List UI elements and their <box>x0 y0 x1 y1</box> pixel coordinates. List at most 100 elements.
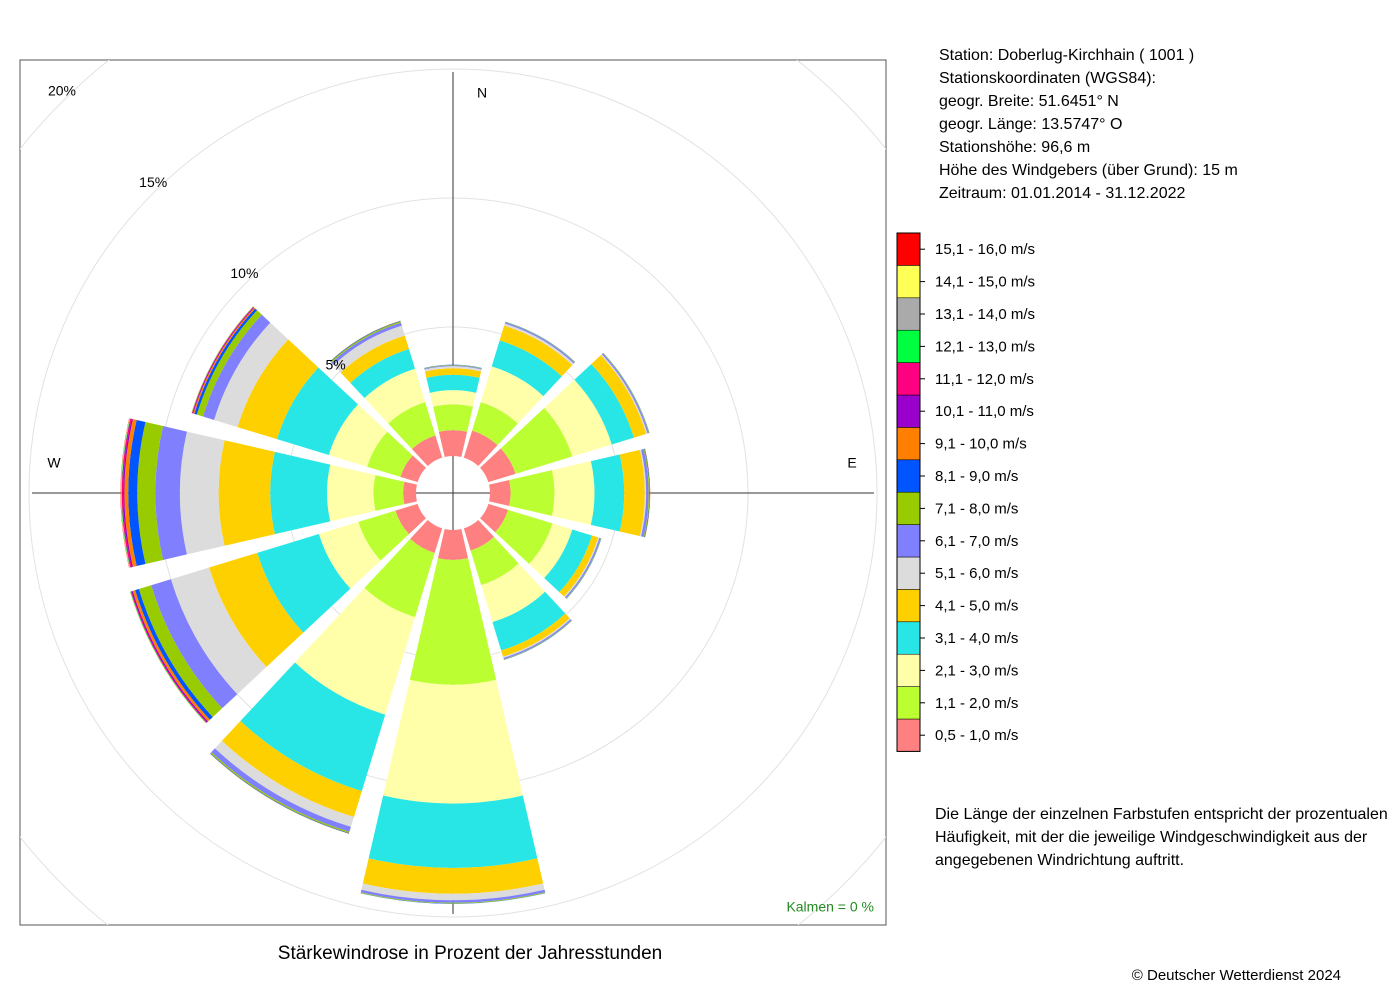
wind-segment <box>491 340 562 397</box>
wind-segment <box>489 480 511 506</box>
wind-segment <box>410 520 443 554</box>
legend-swatch <box>896 491 921 525</box>
wind-segment <box>135 589 213 720</box>
wind-segment <box>480 448 516 483</box>
wind-segment <box>123 418 133 568</box>
wind-segment <box>574 363 634 445</box>
legend-label: 5,1 - 6,0 m/s <box>935 565 1018 582</box>
legend-label: 1,1 - 2,0 m/s <box>935 695 1018 712</box>
legend-frame <box>896 232 921 752</box>
legend-swatch <box>896 427 921 461</box>
legend-label: 15,1 - 16,0 m/s <box>935 241 1035 258</box>
wind-segment <box>424 364 482 369</box>
wind-segment <box>426 374 480 393</box>
wind-segment <box>214 322 289 428</box>
wind-segment <box>437 529 469 560</box>
wind-segment <box>424 364 482 369</box>
wind-segment <box>639 449 647 537</box>
wind-segment <box>383 679 523 804</box>
legend-swatch <box>896 329 921 363</box>
wind-segment <box>170 567 267 695</box>
wind-segment <box>400 455 426 483</box>
direction-label: E <box>847 455 856 471</box>
wind-segment <box>472 402 518 446</box>
wind-segment <box>196 310 262 417</box>
wind-segment <box>209 552 304 667</box>
wind-segment <box>121 418 131 568</box>
wind-segment <box>361 883 545 901</box>
legend-swatch <box>896 459 921 493</box>
legend-label: 7,1 - 8,0 m/s <box>935 500 1018 517</box>
wind-segment <box>358 510 409 561</box>
legend-swatch <box>896 718 921 752</box>
wind-segment <box>429 390 477 407</box>
station-info: Stationshöhe: 96,6 m <box>939 139 1090 156</box>
direction-label: W <box>47 455 61 471</box>
legend-label: 9,1 - 10,0 m/s <box>935 436 1027 453</box>
legend-swatch <box>896 265 921 299</box>
wind-segment <box>501 613 570 657</box>
wind-segment <box>240 662 386 792</box>
legend-swatch <box>896 362 921 396</box>
legend-swatch <box>896 232 921 266</box>
wind-segment <box>411 435 443 466</box>
wind-segment <box>499 325 573 377</box>
wind-segment <box>509 470 555 516</box>
wind-segment <box>641 448 649 538</box>
note-text: Häufigkeit, mit der die jeweilige Windge… <box>935 829 1368 846</box>
legend-label: 3,1 - 4,0 m/s <box>935 630 1018 647</box>
wind-segment <box>492 591 566 651</box>
wind-segment <box>121 418 130 568</box>
station-info: Höhe des Windgebers (über Grund): 15 m <box>939 162 1238 179</box>
wind-segment <box>124 419 137 567</box>
legend-swatch <box>896 297 921 331</box>
wind-segment <box>529 523 573 579</box>
wind-segment <box>179 431 225 555</box>
station-info: Zeitraum: 01.01.2014 - 31.12.2022 <box>939 185 1185 202</box>
wind-segment <box>364 368 426 424</box>
note-text: angegebenen Windrichtung auftritt. <box>935 852 1184 869</box>
wind-segment <box>480 366 544 424</box>
wind-segment <box>481 563 546 623</box>
legend: 0,5 - 1,0 m/s 1,1 - 2,0 m/s 2,1 - 3,0 m/s 3… <box>896 232 1035 752</box>
wind-segment <box>221 721 362 818</box>
legend-label: 8,1 - 9,0 m/s <box>935 468 1018 485</box>
wind-segment <box>121 418 132 568</box>
station-info: geogr. Länge: 13.5747° O <box>939 116 1122 133</box>
wind-segment <box>368 795 538 868</box>
station-info: Station: Doberlug-Kirchhain ( 1001 ) <box>939 47 1194 64</box>
wind-segment <box>257 533 351 633</box>
wind-segment <box>294 587 416 715</box>
legend-label: 13,1 - 14,0 m/s <box>935 306 1035 323</box>
wind-segment <box>500 407 573 474</box>
legend-label: 0,5 - 1,0 m/s <box>935 727 1018 744</box>
legend-label: 4,1 - 5,0 m/s <box>935 598 1018 615</box>
station-info: Stationskoordinaten (WGS84): <box>939 70 1156 87</box>
wind-segment <box>331 322 402 365</box>
legend-label: 14,1 - 15,0 m/s <box>935 274 1035 291</box>
wind-segment <box>644 448 651 538</box>
r-tick-label: 10% <box>230 265 258 281</box>
wind-segment <box>318 521 381 589</box>
chart-title: Stärkewindrose in Prozent der Jahresstun… <box>278 943 662 964</box>
calm-label: Kalmen = 0 % <box>786 899 874 915</box>
wind-segment <box>137 421 164 565</box>
wind-segment <box>463 430 498 466</box>
wind-segment <box>202 314 271 420</box>
wind-segment <box>463 520 495 551</box>
wind-segment <box>388 402 436 449</box>
legend-swatch <box>896 394 921 428</box>
station-info: geogr. Breite: 51.6451° N <box>939 93 1119 110</box>
legend-label: 6,1 - 7,0 m/s <box>935 533 1018 550</box>
wind-segment <box>591 355 647 438</box>
wind-segment <box>367 431 413 477</box>
wind-segment <box>619 449 645 537</box>
wind-segment <box>551 461 595 525</box>
wind-segment <box>138 585 223 718</box>
legend-swatch <box>896 524 921 558</box>
direction-label: N <box>477 85 487 101</box>
wind-segment <box>120 418 130 568</box>
r-tick-label: 15% <box>139 174 167 190</box>
wind-segment <box>214 740 354 827</box>
